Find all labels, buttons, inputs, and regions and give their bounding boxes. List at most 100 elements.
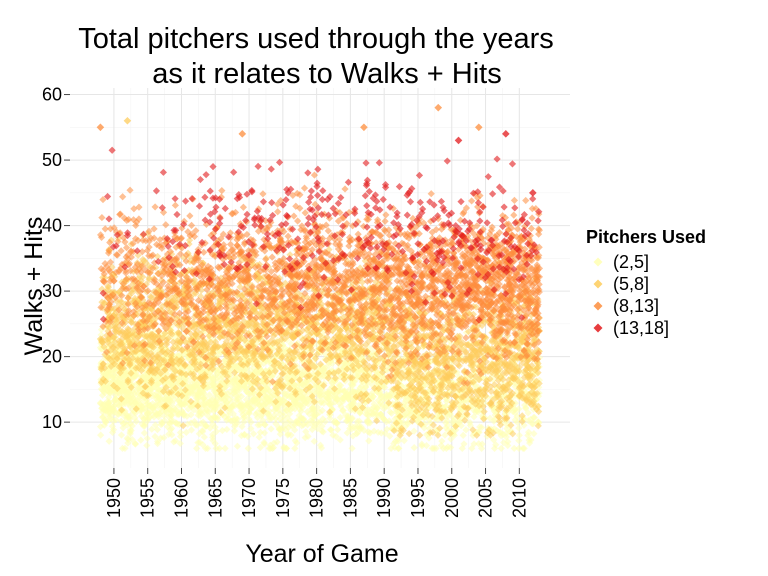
- data-point: [438, 414, 446, 422]
- data-point: [123, 421, 131, 429]
- data-point: [202, 406, 211, 414]
- data-point: [96, 423, 105, 431]
- data-point: [330, 385, 339, 393]
- data-point: [156, 396, 164, 404]
- data-point: [515, 405, 523, 413]
- data-point: [273, 438, 281, 446]
- data-point: [99, 371, 108, 379]
- data-point: [187, 397, 195, 406]
- data-point: [377, 378, 385, 386]
- data-point: [106, 405, 114, 413]
- data-point: [124, 439, 132, 447]
- data-point: [400, 399, 408, 407]
- data-point: [418, 442, 426, 450]
- data-point: [442, 424, 450, 432]
- data-point: [98, 408, 107, 416]
- data-point: [420, 424, 428, 432]
- data-point: [370, 400, 378, 408]
- data-point: [446, 429, 454, 437]
- data-point: [317, 374, 325, 382]
- data-point: [443, 417, 451, 425]
- data-point: [388, 424, 396, 432]
- data-point: [490, 363, 499, 372]
- data-point: [356, 409, 364, 417]
- data-point: [247, 418, 255, 426]
- data-point: [150, 354, 158, 362]
- data-point: [109, 417, 117, 425]
- data-point: [305, 323, 313, 332]
- data-point: [524, 428, 533, 436]
- data-point: [191, 390, 199, 398]
- data-point: [275, 406, 283, 414]
- data-point: [468, 402, 477, 410]
- data-point: [138, 402, 146, 410]
- data-point: [115, 348, 123, 356]
- chart-title: Total pitchers used through the years as…: [78, 23, 554, 90]
- data-point: [113, 384, 121, 393]
- data-point: [163, 408, 171, 416]
- data-point: [323, 333, 331, 342]
- data-point: [208, 378, 216, 387]
- data-point: [511, 399, 520, 407]
- data-point: [331, 350, 340, 358]
- data-point: [493, 372, 501, 380]
- data-point: [460, 440, 468, 448]
- data-point: [313, 403, 322, 411]
- data-point: [410, 443, 418, 452]
- data-point: [138, 385, 146, 393]
- data-point: [302, 399, 310, 407]
- data-point: [112, 396, 121, 404]
- data-point: [284, 419, 292, 427]
- data-point: [167, 416, 176, 424]
- data-point: [137, 436, 145, 444]
- data-point: [209, 384, 217, 392]
- data-point: [297, 407, 305, 415]
- data-point: [448, 398, 456, 407]
- data-point: [132, 372, 140, 380]
- data-point: [510, 444, 518, 452]
- data-point: [275, 342, 283, 350]
- data-point: [534, 418, 543, 426]
- data-point: [168, 424, 176, 432]
- data-point: [452, 422, 460, 431]
- data-point: [214, 347, 222, 355]
- data-point: [288, 404, 296, 413]
- data-point: [412, 401, 420, 410]
- data-point: [248, 367, 256, 376]
- data-point: [448, 340, 456, 348]
- data-point: [280, 443, 288, 451]
- data-point: [240, 290, 248, 298]
- data-point: [363, 379, 372, 387]
- data-point: [286, 380, 294, 388]
- data-point: [267, 425, 275, 433]
- data-point: [390, 440, 398, 448]
- data-point: [367, 408, 376, 416]
- data-point: [201, 409, 209, 417]
- data-point: [513, 418, 521, 426]
- data-point: [385, 417, 393, 425]
- data-point: [414, 344, 422, 352]
- data-point: [276, 430, 284, 438]
- data-point: [105, 393, 113, 401]
- data-point: [217, 344, 225, 352]
- data-point: [326, 426, 335, 434]
- data-point: [256, 443, 264, 452]
- data-point: [165, 430, 173, 438]
- data-point: [388, 409, 396, 417]
- data-point: [353, 417, 361, 426]
- data-point: [211, 405, 219, 413]
- data-point: [183, 389, 191, 398]
- data-point: [211, 392, 220, 400]
- data-point: [348, 414, 356, 422]
- data-point: [447, 390, 456, 398]
- data-point: [478, 440, 486, 448]
- data-point: [211, 440, 219, 448]
- data-point: [128, 406, 137, 414]
- data-point: [233, 442, 242, 450]
- data-point: [291, 426, 299, 434]
- data-point: [238, 422, 246, 431]
- data-point: [259, 359, 268, 368]
- data-point: [346, 385, 354, 393]
- data-point: [475, 440, 483, 448]
- data-point: [168, 383, 176, 391]
